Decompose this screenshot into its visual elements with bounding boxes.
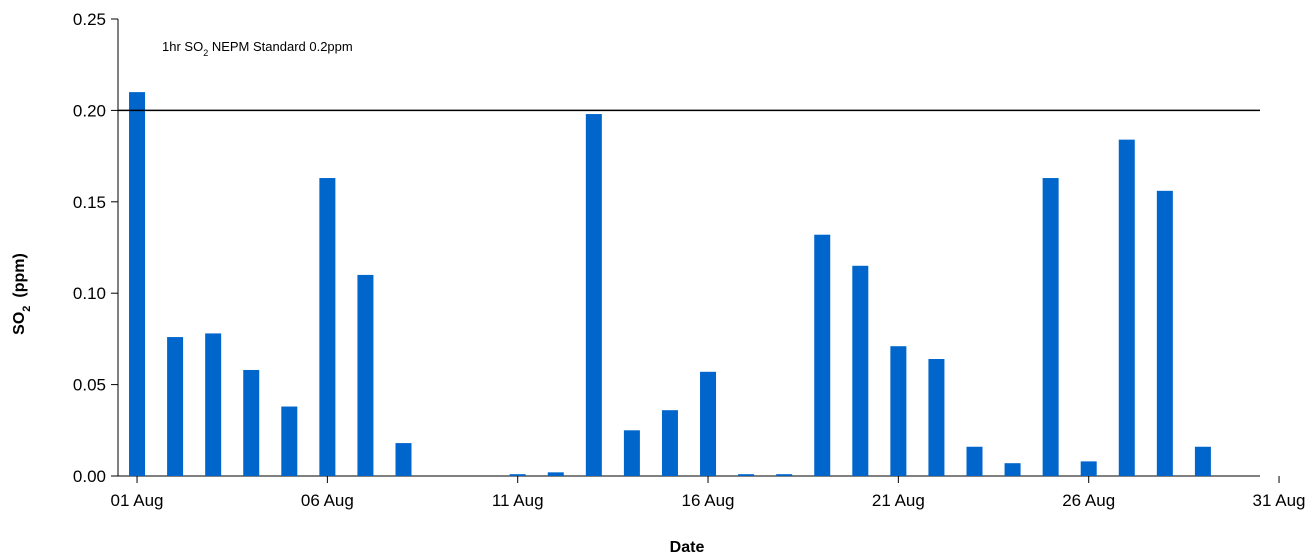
reference-line-label: 1hr SO2 NEPM Standard 0.2ppm	[162, 39, 353, 58]
bar-series	[129, 92, 1211, 477]
y-tick-label: 0.20	[73, 101, 106, 120]
bar	[700, 371, 717, 476]
y-axis-ticks: 0.00 0.05 0.10 0.15 0.20 0.25	[73, 10, 118, 486]
bar	[243, 369, 260, 476]
bar	[623, 430, 640, 476]
plot-area: 0.00 0.05 0.10 0.15 0.20 0.25 01 Aug 06 Aug 11 …	[73, 10, 1306, 510]
reference-label-prefix: 1hr SO	[162, 39, 203, 54]
y-tick-label: 0.15	[73, 193, 106, 212]
x-tick-label: 11 Aug	[492, 491, 544, 510]
x-tick-label: 31 Aug	[1253, 491, 1306, 510]
bar	[205, 333, 222, 476]
y-axis-title-main: SO	[11, 312, 28, 335]
bar	[738, 474, 755, 476]
reference-label-subscript: 2	[203, 48, 208, 58]
bar	[852, 265, 869, 476]
x-tick-label: 01 Aug	[111, 491, 164, 510]
bar	[928, 359, 945, 476]
x-tick-label: 26 Aug	[1062, 491, 1115, 510]
bar	[547, 472, 564, 476]
bar	[1194, 446, 1211, 476]
x-axis-title: Date	[670, 539, 705, 556]
y-tick-label: 0.05	[73, 376, 106, 395]
x-tick-label: 06 Aug	[301, 491, 354, 510]
bar	[776, 474, 793, 476]
bar	[167, 337, 184, 476]
bar	[966, 446, 983, 476]
bar	[1004, 463, 1021, 476]
x-tick-label: 16 Aug	[682, 491, 735, 510]
bar	[1042, 178, 1059, 476]
bar	[1156, 190, 1173, 476]
reference-label-suffix: NEPM Standard 0.2ppm	[208, 39, 353, 54]
bar	[357, 274, 374, 476]
bar	[814, 234, 831, 476]
x-tick-label: 21 Aug	[872, 491, 925, 510]
y-axis-title: SO2 (ppm)	[11, 253, 33, 335]
bar	[509, 474, 526, 476]
y-axis-title-unit: (ppm)	[11, 253, 28, 297]
bar	[1080, 461, 1097, 476]
bar	[661, 410, 678, 476]
x-axis-ticks: 01 Aug 06 Aug 11 Aug 16 Aug 21 Aug 26 Aug 31 A…	[111, 476, 1306, 510]
y-axis-title-subscript: 2	[21, 306, 33, 312]
bar	[281, 406, 298, 476]
bar	[1118, 139, 1135, 476]
bar	[395, 443, 412, 476]
bar	[129, 92, 146, 477]
y-tick-label: 0.10	[73, 284, 106, 303]
bar	[585, 114, 602, 476]
bar	[319, 178, 336, 476]
y-tick-label: 0.25	[73, 10, 106, 29]
bar	[890, 346, 907, 476]
y-tick-label: 0.00	[73, 467, 106, 486]
